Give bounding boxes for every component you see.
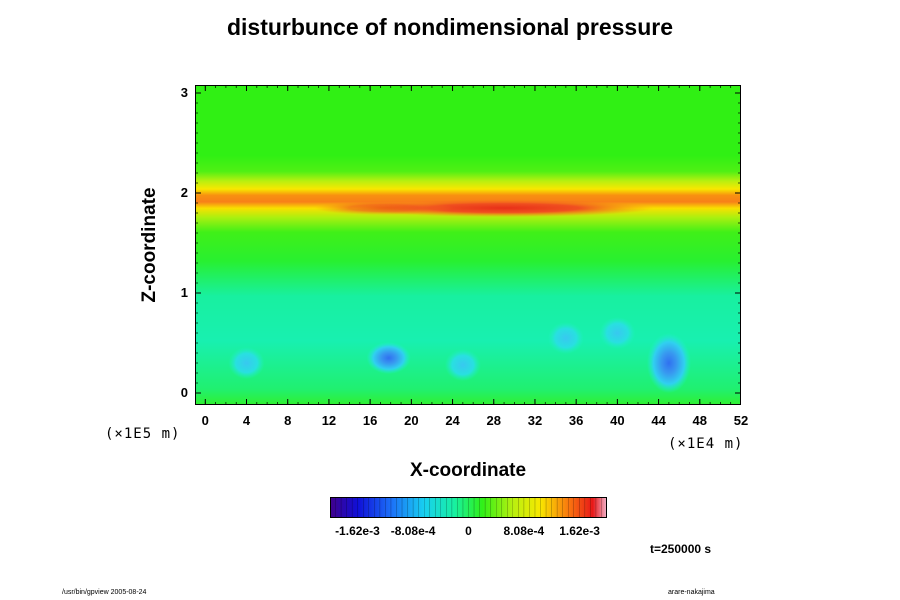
x-tick-label: 36 (568, 413, 584, 428)
x-tick-label: 24 (445, 413, 460, 428)
y-tick-label: 0 (180, 385, 188, 400)
x-tick-label: 44 (651, 413, 666, 428)
x-tick-label: 8 (284, 413, 292, 428)
x-tick-label: 12 (321, 413, 337, 428)
negative-cell-4 (444, 349, 481, 381)
negative-cell-6 (599, 317, 636, 349)
heatmap-field (195, 85, 741, 405)
colorbar-tick-label: 0 (465, 524, 472, 538)
plot-frame (195, 85, 741, 405)
footer-right: arare-nakajima (668, 589, 715, 596)
y-tick-label: 2 (180, 185, 188, 200)
tick-layer (195, 85, 741, 405)
plot-area (195, 85, 741, 405)
time-label: t=250000 s (650, 542, 712, 556)
negative-cell-5 (547, 322, 584, 354)
colorbar-tick-label: -1.62e-3 (335, 524, 380, 538)
x-tick-label: 28 (486, 413, 501, 428)
x-scale-note: (×1E4 m) (668, 436, 744, 452)
colorbar-tick-label: -8.08e-4 (390, 524, 436, 538)
positive-band-core-west (314, 201, 455, 215)
y-tick-label: 1 (180, 285, 188, 300)
x-tick-label: 4 (242, 413, 251, 428)
x-axis-label: X-coordinate (409, 460, 527, 481)
feature-layer (228, 199, 691, 393)
colorbar-tick-label: 8.08e-4 (503, 524, 545, 538)
x-tick-label: 32 (527, 413, 543, 428)
colorbar-tick-label: 1.62e-3 (559, 524, 600, 538)
x-tick-label: 20 (404, 413, 419, 428)
x-tick-label: 52 (733, 413, 749, 428)
negative-cell-1 (646, 333, 691, 393)
x-tick-label: 16 (362, 413, 378, 428)
colorbar (330, 497, 607, 518)
footer-left: /usr/bin/gpview 2005-08-24 (62, 589, 147, 596)
negative-cell-2 (366, 342, 411, 374)
chart-title: disturbunce of nondimensional pressure (226, 14, 673, 40)
x-tick-label: 0 (201, 413, 209, 428)
y-tick-label: 3 (180, 85, 188, 100)
y-scale-note: (×1E5 m) (105, 426, 181, 442)
x-tick-label: 40 (610, 413, 625, 428)
x-tick-label: 48 (692, 413, 708, 428)
negative-cell-3 (228, 347, 265, 379)
colorbar-level-lines (335, 498, 602, 517)
y-axis-label: Z-coordinate (139, 187, 160, 303)
